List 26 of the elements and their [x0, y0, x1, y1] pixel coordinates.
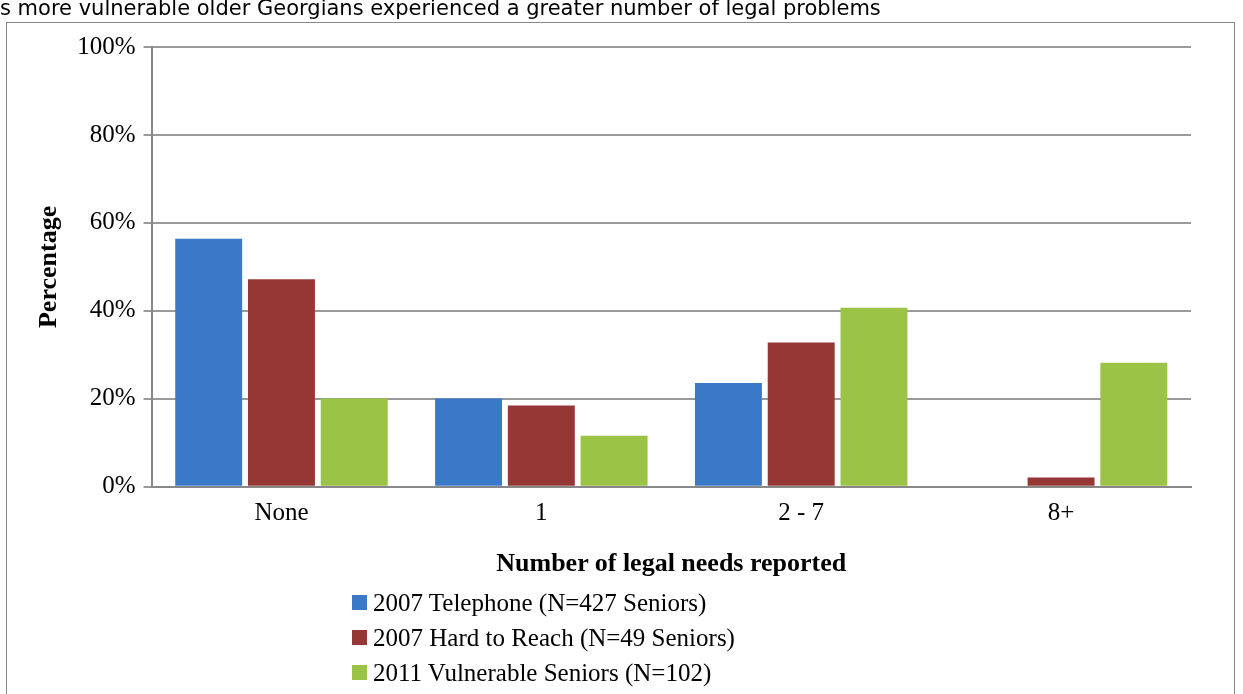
y-axis-title: Percentage — [33, 205, 63, 329]
x-tick-label: 2 - 7 — [778, 498, 825, 526]
bar — [580, 435, 648, 486]
legend-label: 2011 Vulnerable Seniors (N=102) — [373, 658, 712, 689]
x-axis-title: Number of legal needs reported — [496, 548, 847, 578]
legend-label: 2007 Telephone (N=427 Seniors) — [373, 588, 707, 618]
bar — [1027, 477, 1095, 486]
bar — [507, 405, 575, 486]
bar — [1100, 362, 1168, 486]
bar — [840, 307, 908, 486]
x-tick-label: None — [254, 498, 309, 526]
bar — [435, 398, 503, 486]
bar — [767, 342, 835, 486]
bar — [175, 238, 243, 486]
bar — [694, 383, 762, 486]
y-tick-label: 20% — [89, 383, 136, 411]
bar — [320, 398, 388, 486]
y-tick-label: 40% — [89, 295, 136, 323]
y-tick-label: 0% — [102, 471, 136, 499]
legend-label: 2007 Hard to Reach (N=49 Seniors) — [373, 623, 735, 654]
y-tick-label: 60% — [89, 207, 136, 235]
x-tick-label: 8+ — [1047, 498, 1075, 526]
y-tick-label: 100% — [77, 31, 136, 59]
y-tick-label: 80% — [89, 119, 136, 147]
bar — [247, 279, 315, 486]
x-tick-label: 1 — [535, 498, 548, 526]
